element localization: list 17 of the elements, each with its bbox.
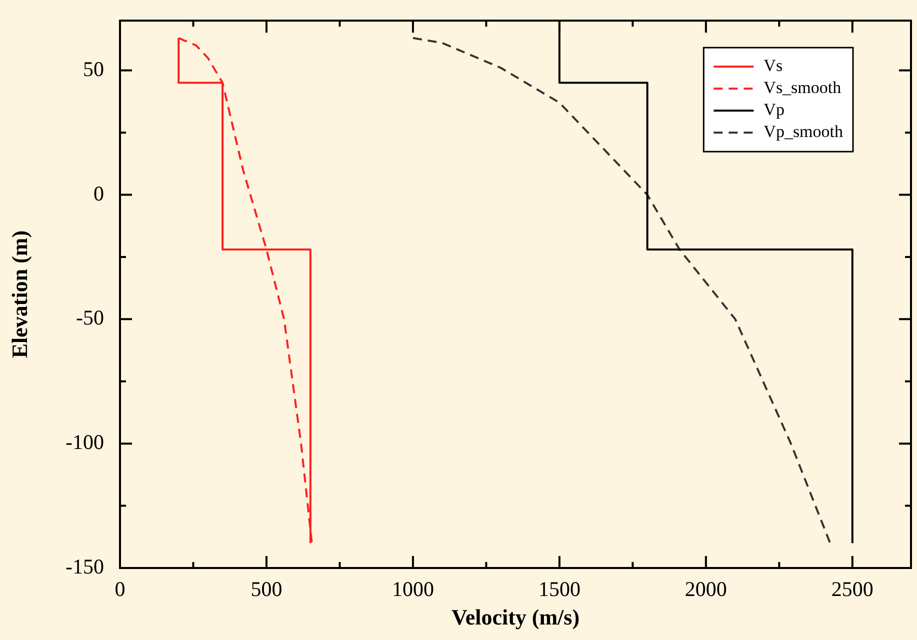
x-tick-label: 0 [114, 577, 126, 602]
y-tick-label: -100 [66, 430, 104, 454]
legend-label: Vs [764, 56, 783, 76]
x-tick-label: 2000 [684, 577, 727, 602]
x-tick-label: 500 [250, 577, 282, 602]
x-tick-label: 2500 [831, 577, 874, 602]
legend-label: Vp [764, 100, 784, 120]
y-axis-title: Elevation (m) [6, 230, 32, 358]
y-tick-label: -150 [66, 554, 104, 579]
y-tick-label: 50 [83, 56, 104, 81]
y-tick-label: -50 [76, 306, 104, 330]
legend-label: Vs_smooth [764, 78, 842, 98]
y-tick-label: 0 [94, 181, 104, 206]
x-tick-label: 1000 [392, 577, 434, 602]
legend-label: Vp_smooth [764, 122, 844, 142]
x-tick-label: 1500 [538, 577, 580, 602]
x-axis-title: Velocity (m/s) [451, 604, 580, 630]
